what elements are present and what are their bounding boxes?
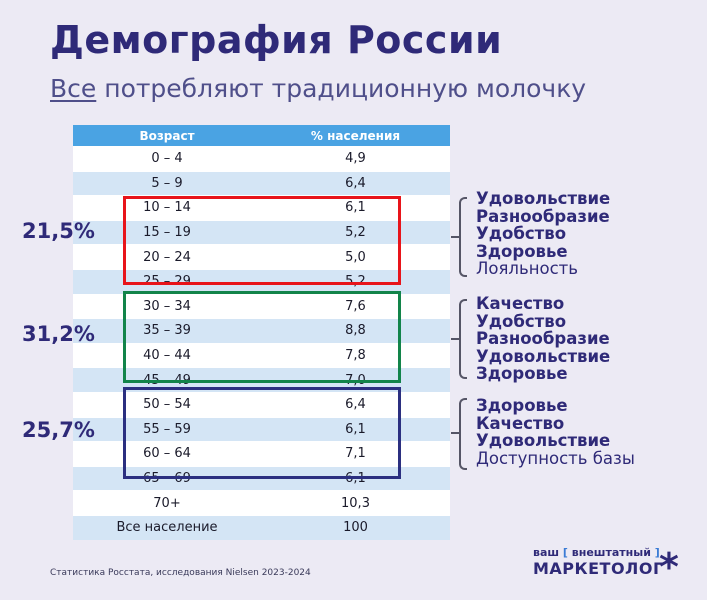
percent-cell: 4,9 (261, 146, 450, 172)
attribute-item: Здоровье (476, 364, 568, 383)
age-cell: 40 – 44 (73, 342, 261, 368)
group-3-percent: 25,7% (22, 418, 95, 442)
logo-line-1: ваш [ внештатный ] (533, 546, 664, 559)
table-row: 60 – 64 7,1 (73, 441, 450, 467)
group-2-brace-tick (451, 338, 460, 340)
subtitle-underlined: Все (50, 74, 97, 103)
group-2-highlight-box (123, 291, 401, 383)
percent-cell: 5,0 (261, 244, 450, 270)
attribute-item: Качество (476, 294, 565, 313)
attribute-item: Доступность базы (476, 448, 635, 468)
age-cell: 15 – 19 (73, 219, 261, 245)
group-2-brace (459, 299, 467, 379)
attribute-item: Разнообразие (476, 329, 610, 348)
logo-word-vash: ваш (533, 546, 563, 559)
percent-cell: 5,2 (261, 268, 450, 295)
subtitle-rest: потребляют традиционную молочку (96, 74, 587, 103)
group-1-brace (459, 197, 467, 277)
group-1-highlight-box (123, 196, 401, 285)
age-cell: 5 – 9 (73, 170, 261, 196)
logo-bracket-open: [ (562, 546, 568, 559)
attribute-item: Удовольствие (476, 431, 611, 450)
group-1-percent: 21,5% (22, 219, 95, 243)
percent-cell: 5,2 (261, 219, 450, 245)
attribute-item: Здоровье (476, 241, 568, 261)
age-cell: Все население (73, 514, 261, 540)
group-2-attributes: Качество Удобство Разнообразие Удовольст… (476, 295, 610, 383)
group-2-percent: 31,2% (22, 322, 95, 346)
group-1-attributes: Удовольствие Разнообразие Удобство Здоро… (476, 190, 610, 278)
table-row: 40 – 44 7,8 (73, 342, 450, 368)
table-row: 35 – 39 8,8 (73, 318, 450, 344)
age-cell: 50 – 54 (73, 391, 261, 418)
group-3-highlight-box (123, 387, 401, 479)
attribute-item: Удовольствие (476, 346, 611, 366)
percent-cell: 10,3 (261, 490, 450, 516)
table-row: Все население 100 (73, 514, 450, 540)
logo-line-2: МАРКЕТОЛОГ (533, 559, 664, 578)
age-cell: 25 – 29 (73, 268, 261, 295)
header-age: Возраст (73, 125, 261, 147)
source-footnote: Статистика Росстата, исследования Nielse… (50, 568, 311, 578)
logo-asterisk-icon: * (659, 545, 679, 589)
percent-cell: 6,1 (261, 416, 450, 442)
table-row: 15 – 19 5,2 (73, 219, 450, 245)
table-row: 10 – 14 6,1 (73, 195, 450, 221)
table-row: 55 – 59 6,1 (73, 416, 450, 442)
age-cell: 10 – 14 (73, 195, 261, 221)
attribute-item: Разнообразие (476, 206, 610, 226)
age-cell: 35 – 39 (73, 318, 261, 344)
logo-word-vneshtatny: внештатный (567, 546, 655, 559)
table-row: 70+ 10,3 (73, 490, 450, 516)
table-row: 25 – 29 5,2 (73, 268, 450, 295)
table-row: 5 – 9 6,4 (73, 170, 450, 196)
attribute-item: Удобство (476, 224, 567, 243)
percent-cell: 6,1 (261, 195, 450, 221)
percent-cell: 100 (261, 514, 450, 540)
attribute-item: Удовольствие (476, 189, 611, 208)
age-cell: 60 – 64 (73, 441, 261, 467)
logo-bracket-close: ] (654, 546, 660, 559)
age-cell: 0 – 4 (73, 146, 261, 172)
table-row: 0 – 4 4,9 (73, 146, 450, 172)
page-title: Демография России (50, 18, 503, 62)
percent-cell: 8,8 (261, 318, 450, 344)
attribute-item: Качество (476, 413, 565, 433)
table-row: 30 – 34 7,6 (73, 293, 450, 319)
table-row: 20 – 24 5,0 (73, 244, 450, 270)
percent-cell: 6,4 (261, 391, 450, 418)
age-cell: 20 – 24 (73, 244, 261, 270)
age-cell: 30 – 34 (73, 293, 261, 319)
percent-cell: 7,1 (261, 441, 450, 467)
group-3-brace (459, 398, 467, 470)
age-cell: 55 – 59 (73, 416, 261, 442)
brand-logo: ваш [ внештатный ] МАРКЕТОЛОГ * (533, 546, 679, 586)
page-subtitle: Все потребляют традиционную молочку (50, 74, 586, 103)
group-3-brace-tick (451, 432, 460, 434)
table-row: 50 – 54 6,4 (73, 391, 450, 418)
age-cell: 70+ (73, 490, 261, 516)
attribute-item: Лояльность (476, 259, 578, 278)
attribute-item: Удобство (476, 311, 567, 331)
group-1-brace-tick (451, 236, 460, 238)
table-header-row: Возраст % населения (73, 125, 450, 147)
group-3-attributes: Здоровье Качество Удовольствие Доступнос… (476, 397, 635, 467)
header-percent: % населения (261, 125, 450, 147)
percent-cell: 6,4 (261, 170, 450, 196)
percent-cell: 7,6 (261, 293, 450, 319)
percent-cell: 7,8 (261, 342, 450, 368)
attribute-item: Здоровье (476, 396, 568, 415)
